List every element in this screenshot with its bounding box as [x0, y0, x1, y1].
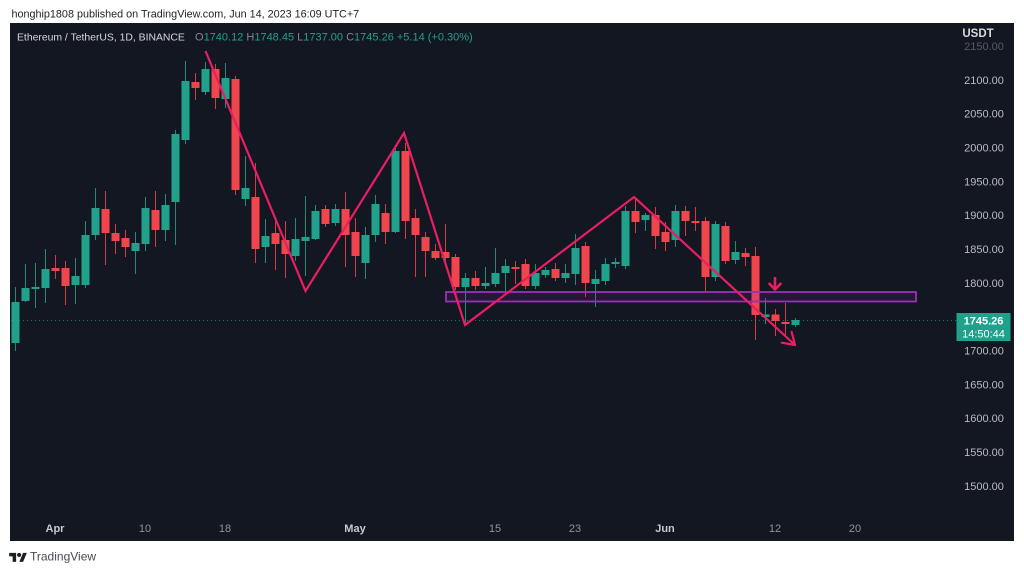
svg-text:Apr: Apr	[46, 523, 66, 535]
svg-text:1900.00: 1900.00	[964, 210, 1004, 222]
svg-text:Jun: Jun	[655, 523, 675, 535]
svg-text:23: 23	[569, 523, 581, 535]
svg-text:1950.00: 1950.00	[964, 176, 1004, 188]
svg-text:2050.00: 2050.00	[964, 109, 1004, 121]
svg-text:1745.26: 1745.26	[964, 316, 1004, 328]
svg-text:1550.00: 1550.00	[964, 447, 1004, 459]
svg-text:15: 15	[489, 523, 501, 535]
svg-text:1800.00: 1800.00	[964, 278, 1004, 290]
svg-text:1850.00: 1850.00	[964, 244, 1004, 256]
svg-text:1650.00: 1650.00	[964, 379, 1004, 391]
svg-text:2100.00: 2100.00	[964, 75, 1004, 87]
svg-text:1600.00: 1600.00	[964, 413, 1004, 425]
svg-text:14:50:44: 14:50:44	[962, 329, 1005, 341]
svg-text:O1740.12 H1748.45 L1737.00 C17: O1740.12 H1748.45 L1737.00 C1745.26 +5.1…	[195, 32, 473, 44]
svg-text:1500.00: 1500.00	[964, 481, 1004, 493]
svg-text:1700.00: 1700.00	[964, 346, 1004, 358]
svg-text:10: 10	[139, 523, 151, 535]
svg-text:2000.00: 2000.00	[964, 143, 1004, 155]
svg-text:12: 12	[769, 523, 781, 535]
svg-text:TradingView: TradingView	[30, 550, 96, 564]
svg-text:18: 18	[219, 523, 231, 535]
svg-text:Ethereum / TetherUS, 1D, BINAN: Ethereum / TetherUS, 1D, BINANCE	[17, 33, 185, 44]
svg-text:20: 20	[849, 523, 861, 535]
svg-text:2150.00: 2150.00	[964, 41, 1004, 53]
svg-text:USDT: USDT	[962, 28, 993, 40]
svg-text:May: May	[344, 523, 366, 535]
svg-text:honghip1808 published on Tradi: honghip1808 published on TradingView.com…	[12, 9, 360, 21]
